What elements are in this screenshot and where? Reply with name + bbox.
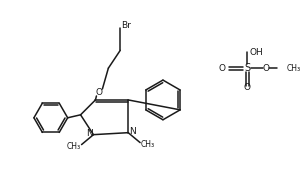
Text: Br: Br xyxy=(121,21,131,30)
Text: CH₃: CH₃ xyxy=(67,142,81,151)
Text: O: O xyxy=(244,83,251,92)
Text: O: O xyxy=(96,89,103,98)
Text: CH₃: CH₃ xyxy=(141,140,155,149)
Text: O: O xyxy=(219,64,226,73)
Text: CH₃: CH₃ xyxy=(287,64,301,73)
Text: O: O xyxy=(263,64,270,73)
Text: N: N xyxy=(129,127,136,136)
Text: S: S xyxy=(244,63,250,73)
Text: OH: OH xyxy=(249,48,263,57)
Text: N: N xyxy=(86,129,93,138)
